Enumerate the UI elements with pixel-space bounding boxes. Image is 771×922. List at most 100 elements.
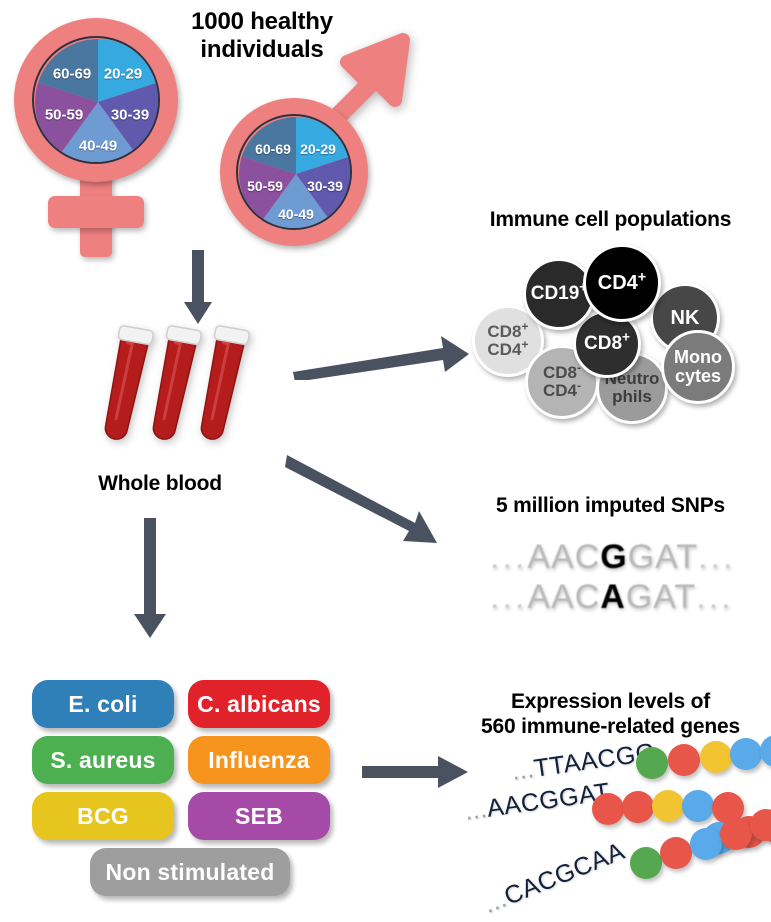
immune-cell-populations-title: Immune cell populations	[489, 208, 732, 231]
male-pie-svg	[239, 117, 350, 228]
stimulus-pill-non-stimulated[interactable]: Non stimulated	[90, 848, 290, 896]
blood-tube-3	[200, 325, 250, 440]
blood-tube-3-highlight	[210, 341, 231, 421]
immune-cell-label: CD8- CD4-	[542, 360, 582, 400]
immune-cell-neutrophils: Neutro phils	[596, 352, 668, 424]
female-pie-slices	[35, 39, 158, 162]
arrow-to-snps	[285, 455, 437, 543]
expression-title-line1: Expression levels of	[510, 690, 711, 713]
female-gender-symbol: 20-29 30-39 40-49 50-59 60-69	[10, 12, 200, 257]
pie-slice-50-59	[239, 156, 296, 220]
arrow-down-to-stimuli-shape	[134, 518, 166, 638]
arrow-down-to-stimuli	[134, 518, 166, 638]
blood-tube-3-body	[200, 330, 247, 440]
strand-3-sequence: ...CACGCAA	[480, 837, 629, 920]
blood-tube-1-cap	[117, 325, 154, 346]
stimulus-label: C. albicans	[197, 690, 321, 717]
stimulus-label: SEB	[235, 802, 283, 829]
stimulus-pill-bcg[interactable]: BCG	[32, 792, 174, 840]
pie-label-20-29: 20-29	[300, 141, 336, 157]
blood-tube-1	[104, 325, 154, 440]
pie-label-60-69: 60-69	[255, 141, 291, 157]
strand-1-bead-1	[636, 747, 668, 779]
pie-label-30-39: 30-39	[307, 178, 343, 194]
immune-cell-monocytes: Mono cytes	[661, 330, 735, 404]
stimulus-pill-e-coli[interactable]: E. coli	[32, 680, 174, 728]
pie-label-40-49: 40-49	[78, 137, 118, 155]
snp-prefix-dots: ...	[490, 538, 528, 576]
strand-3-bead-3	[690, 828, 722, 860]
whole-blood-tubes	[95, 325, 265, 450]
pie-label-30-39: 30-39	[110, 106, 150, 124]
immune-cell-cd8neg-cd4neg: CD8- CD4-	[525, 345, 599, 419]
stimulus-label: Influenza	[208, 746, 310, 773]
pie-slice-60-69	[38, 39, 98, 102]
pie-slice-20-29	[296, 117, 350, 174]
immune-cell-label: CD8+	[584, 329, 630, 355]
snp-highlight-base: A	[600, 578, 626, 616]
whole-blood-label: Whole blood	[98, 472, 222, 495]
pie-slice-40-49	[61, 102, 135, 162]
blood-tube-2	[152, 325, 202, 440]
pie-label-20-29: 20-29	[103, 65, 143, 83]
stimulus-label: E. coli	[68, 690, 138, 717]
stimulus-pill-c-albicans[interactable]: C. albicans	[188, 680, 330, 728]
strand-2-bead-1	[592, 793, 624, 825]
male-pie-slices	[239, 117, 350, 228]
cohort-title-line1: 1000 healthy	[191, 8, 333, 35]
strand-1-bead-2	[668, 744, 700, 776]
strand-2-bead-2	[622, 791, 654, 823]
pie-slice-60-69	[241, 117, 296, 174]
female-symbol-cross-bar	[48, 196, 144, 228]
snp-pre-bases: AAC	[527, 578, 601, 616]
arrow-to-snps-shape	[285, 455, 437, 543]
pie-slice-30-39	[296, 156, 350, 220]
male-gender-symbol: 20-29 30-39 40-49 50-59 60-69	[205, 30, 420, 246]
arrow-to-immune-cells-shape	[293, 336, 469, 380]
pie-slice-50-59	[35, 82, 98, 153]
stimulus-pill-influenza[interactable]: Influenza	[188, 736, 330, 784]
blood-tube-2-highlight	[162, 341, 183, 421]
snp-sequence-row-2: ...AACAGAT...	[490, 578, 734, 617]
blood-tubes-svg	[104, 325, 250, 440]
strand-1-bead-5	[760, 735, 771, 767]
pie-label-50-59: 50-59	[44, 106, 84, 124]
immune-cell-label: CD19+	[530, 279, 588, 305]
stimulus-label: BCG	[77, 802, 129, 829]
immune-cell-nk: NK	[650, 283, 720, 353]
male-age-pie-chart: 20-29 30-39 40-49 50-59 60-69	[236, 114, 352, 230]
stimulus-label: Non stimulated	[105, 858, 275, 885]
arrow-down-to-blood-shape	[184, 250, 212, 324]
pie-slice-20-29	[98, 39, 158, 102]
strand-3-bead-5	[750, 809, 771, 841]
snp-highlight-base: G	[600, 538, 628, 576]
snp-post-bases: GAT	[625, 578, 697, 616]
snp-post-bases: GAT	[627, 538, 699, 576]
strand-3-bead-2	[660, 837, 692, 869]
arrow-to-immune-cells	[293, 336, 469, 380]
expression-title-line2: 560 immune-related genes	[481, 714, 740, 738]
arrow-to-expression-shape	[362, 756, 468, 788]
strand-3-bead-4	[720, 818, 752, 850]
snp-prefix-dots: ...	[490, 578, 528, 616]
immune-cell-label: CD8+ CD4+	[487, 319, 529, 359]
pie-label-40-49: 40-49	[278, 206, 314, 222]
stimulus-pill-seb[interactable]: SEB	[188, 792, 330, 840]
strand-3-bead-1	[630, 847, 662, 879]
pie-label-60-69: 60-69	[52, 65, 92, 83]
stimulus-pill-s-aureus[interactable]: S. aureus	[32, 736, 174, 784]
female-age-pie-chart: 20-29 30-39 40-49 50-59 60-69	[32, 36, 160, 164]
immune-cell-label: Neutro phils	[604, 369, 660, 406]
strand-3-bases: CACGCAA	[500, 837, 629, 911]
snp-sequence-row-1: ...AACGGAT...	[490, 538, 735, 577]
blood-tube-1-body	[104, 330, 151, 440]
snp-suffix-dots: ...	[696, 578, 734, 616]
expression-title: Expression levels of 560 immune-related …	[450, 690, 771, 740]
strand-1: ...TTAACGG	[440, 735, 771, 800]
strand-3: ...CACGCAA	[440, 809, 771, 919]
immune-cell-cd8pos-cd4pos: CD8+ CD4+	[472, 305, 544, 377]
snps-title: 5 million imputed SNPs	[496, 494, 725, 517]
strand-2-sequence: ...AACGGAT	[463, 778, 612, 827]
arrow-down-to-blood	[184, 250, 212, 324]
pie-label-50-59: 50-59	[247, 178, 283, 194]
